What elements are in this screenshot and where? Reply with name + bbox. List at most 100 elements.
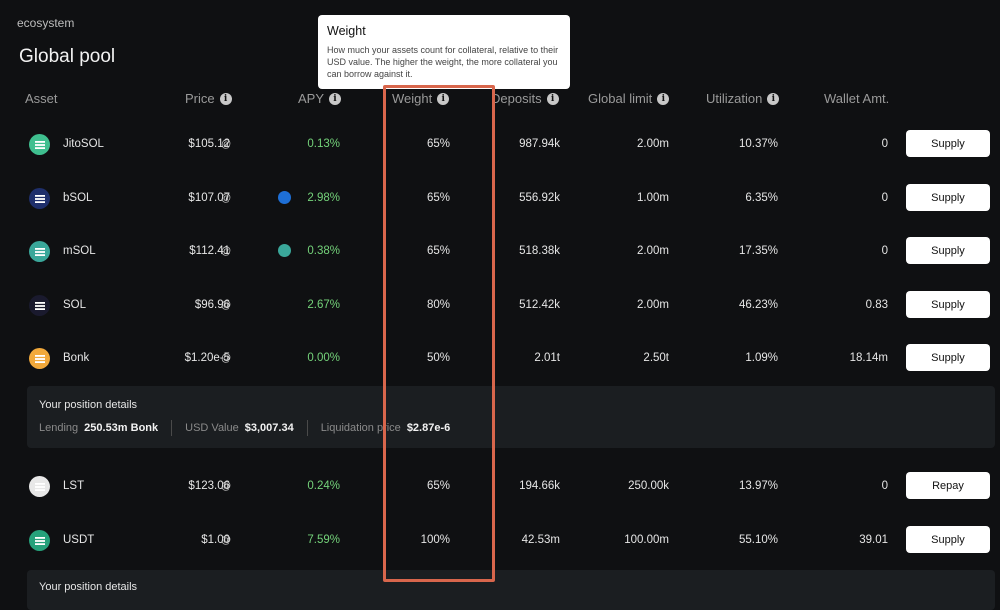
usd-value: $3,007.34	[244, 422, 294, 434]
deposits-value: 2.01t	[534, 352, 560, 364]
oracle-icon[interactable]: @	[221, 299, 232, 311]
usd-label: USD Value	[185, 422, 239, 434]
price-value: $1.20e-5	[184, 352, 230, 364]
asset-name[interactable]: Bonk	[63, 352, 90, 364]
wallet-value: 0.83	[865, 299, 888, 311]
position-details: Your position details	[27, 570, 995, 610]
global-limit-value: 2.00m	[637, 299, 669, 311]
utilization-value: 1.09%	[745, 352, 778, 364]
global-limit-value: 1.00m	[637, 192, 669, 204]
global-limit-value: 2.00m	[637, 245, 669, 257]
position-details: Your position details Lending 250.53m Bo…	[27, 386, 995, 448]
asset-name[interactable]: JitoSOL	[63, 138, 104, 150]
supply-button[interactable]: Supply	[906, 291, 990, 318]
apy-value: 7.59%	[307, 534, 340, 546]
apy-value: 2.98%	[307, 192, 340, 204]
deposits-value: 987.94k	[519, 138, 560, 150]
header-wallet: Wallet Amt.	[824, 91, 890, 106]
oracle-icon[interactable]: @	[221, 480, 232, 492]
asset-name[interactable]: SOL	[63, 299, 87, 311]
apy-value: 2.67%	[307, 299, 340, 311]
header-price: Price i	[185, 91, 232, 106]
lst-icon	[29, 476, 50, 497]
global-limit-value: 2.50t	[643, 352, 669, 364]
weight-tooltip: Weight How much your assets count for co…	[318, 15, 570, 89]
utilization-value: 17.35%	[738, 245, 778, 257]
supply-button[interactable]: Supply	[906, 344, 990, 371]
tooltip-body: How much your assets count for collatera…	[327, 45, 559, 79]
deposits-value: 194.66k	[519, 480, 560, 492]
oracle-icon[interactable]: @	[221, 534, 232, 546]
lending-label: Lending	[39, 422, 79, 434]
breadcrumb[interactable]: ecosystem	[17, 16, 75, 30]
header-apy: APY i	[298, 91, 342, 106]
deposits-value: 556.92k	[519, 192, 560, 204]
utilization-value: 46.23%	[738, 299, 778, 311]
position-title: Your position details	[39, 399, 138, 411]
table-row: JitoSOL $105.12 @ 0.13% 65% 987.94k 2.00…	[0, 124, 1000, 164]
utilization-value: 10.37%	[738, 138, 778, 150]
supply-button[interactable]: Supply	[906, 184, 990, 211]
global-limit-value: 100.00m	[624, 534, 669, 546]
weight-value: 65%	[426, 138, 450, 150]
apy-value: 0.24%	[307, 480, 340, 492]
weight-value: 50%	[426, 352, 450, 364]
apy-value: 0.00%	[307, 352, 340, 364]
info-icon[interactable]: i	[437, 92, 450, 105]
wallet-value: 0	[881, 192, 888, 204]
oracle-icon[interactable]: @	[221, 245, 232, 257]
info-icon[interactable]: i	[657, 92, 670, 105]
table-row: USDT $1.00 @ 7.59% 100% 42.53m 100.00m 5…	[0, 520, 1000, 560]
supply-button[interactable]: Supply	[906, 130, 990, 157]
bonk-icon	[29, 348, 50, 369]
divider	[306, 420, 308, 436]
price-value: $123.06	[188, 480, 230, 492]
lending-value: 250.53m Bonk	[84, 422, 159, 434]
asset-name[interactable]: mSOL	[63, 245, 96, 257]
utilization-value: 55.10%	[738, 534, 778, 546]
liquidation-value: $2.87e-6	[406, 422, 451, 434]
info-icon[interactable]: i	[767, 92, 780, 105]
oracle-icon[interactable]: @	[221, 192, 232, 204]
page-title: Global pool	[19, 46, 116, 67]
apy-reward-icon	[278, 191, 291, 204]
wallet-value: 0	[881, 138, 888, 150]
supply-button[interactable]: Supply	[906, 526, 990, 553]
liquidation-label: Liquidation price	[320, 422, 401, 434]
oracle-icon[interactable]: @	[221, 352, 232, 364]
table-row: LST $123.06 @ 0.24% 65% 194.66k 250.00k …	[0, 466, 1000, 506]
header-asset: Asset	[25, 91, 58, 106]
price-value: $105.12	[188, 138, 230, 150]
deposits-value: 518.38k	[519, 245, 560, 257]
table-row: SOL $96.96 @ 2.67% 80% 512.42k 2.00m 46.…	[0, 285, 1000, 325]
asset-name[interactable]: LST	[63, 480, 85, 492]
usdt-icon	[29, 530, 50, 551]
asset-name[interactable]: USDT	[63, 534, 95, 546]
repay-button[interactable]: Repay	[906, 472, 990, 499]
weight-value: 65%	[426, 245, 450, 257]
asset-name[interactable]: bSOL	[63, 192, 93, 204]
divider	[171, 420, 173, 436]
jitosol-icon	[29, 134, 50, 155]
wallet-value: 39.01	[859, 534, 888, 546]
header-global-limit: Global limit i	[588, 91, 670, 106]
table-row: mSOL $112.41 @ 0.38% 65% 518.38k 2.00m 1…	[0, 231, 1000, 271]
header-deposits: Deposits i	[491, 91, 559, 106]
global-limit-value: 250.00k	[628, 480, 669, 492]
deposits-value: 42.53m	[521, 534, 560, 546]
info-icon[interactable]: i	[329, 92, 342, 105]
weight-value: 100%	[420, 534, 450, 546]
supply-button[interactable]: Supply	[906, 237, 990, 264]
price-value: $112.41	[189, 245, 230, 257]
sol-icon	[29, 295, 50, 316]
deposits-value: 512.42k	[519, 299, 560, 311]
global-limit-value: 2.00m	[637, 138, 669, 150]
oracle-icon[interactable]: @	[221, 138, 232, 150]
price-value: $96.96	[194, 299, 230, 311]
table-row: bSOL $107.07 @ 2.98% 65% 556.92k 1.00m 6…	[0, 178, 1000, 218]
header-utilization: Utilization i	[706, 91, 780, 106]
info-icon[interactable]: i	[219, 92, 232, 105]
table-row: Bonk $1.20e-5 @ 0.00% 50% 2.01t 2.50t 1.…	[0, 338, 1000, 378]
info-icon[interactable]: i	[546, 92, 559, 105]
weight-value: 80%	[426, 299, 450, 311]
